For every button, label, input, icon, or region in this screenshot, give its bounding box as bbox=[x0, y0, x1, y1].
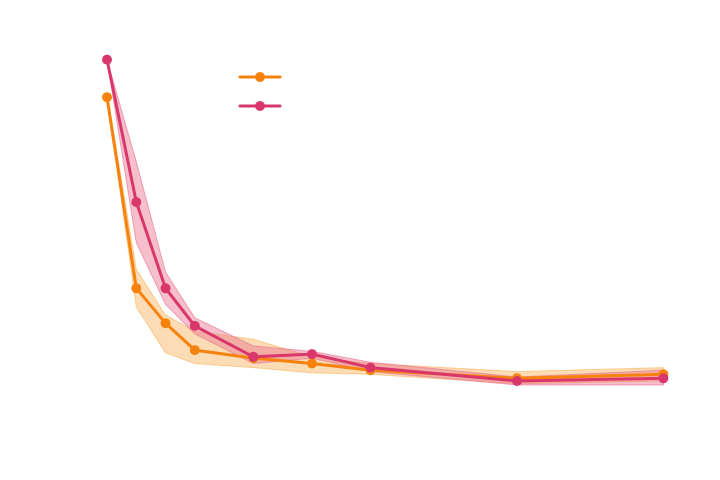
series-1-point-3 bbox=[189, 320, 200, 331]
series-0-point-5 bbox=[307, 358, 317, 369]
series-1-point-8 bbox=[658, 373, 669, 384]
series-1-point-0 bbox=[102, 54, 112, 65]
bands-layer bbox=[106, 59, 664, 386]
series-1-point-6 bbox=[365, 362, 376, 373]
legend bbox=[238, 72, 282, 111]
series-0-confidence-band bbox=[106, 91, 664, 385]
legend-marker-1 bbox=[255, 101, 265, 111]
series-1-point-1 bbox=[131, 197, 142, 208]
series-0-point-3 bbox=[189, 345, 200, 356]
series-1-point-4 bbox=[248, 351, 259, 362]
series-0-point-1 bbox=[131, 283, 142, 294]
series-1-point-2 bbox=[160, 283, 171, 294]
series-0-point-2 bbox=[160, 318, 171, 329]
series-1-point-7 bbox=[512, 376, 522, 386]
series-1-point-5 bbox=[307, 349, 317, 360]
points-layer bbox=[102, 54, 669, 386]
legend-marker-0 bbox=[255, 72, 265, 82]
series-0-point-0 bbox=[102, 92, 112, 103]
